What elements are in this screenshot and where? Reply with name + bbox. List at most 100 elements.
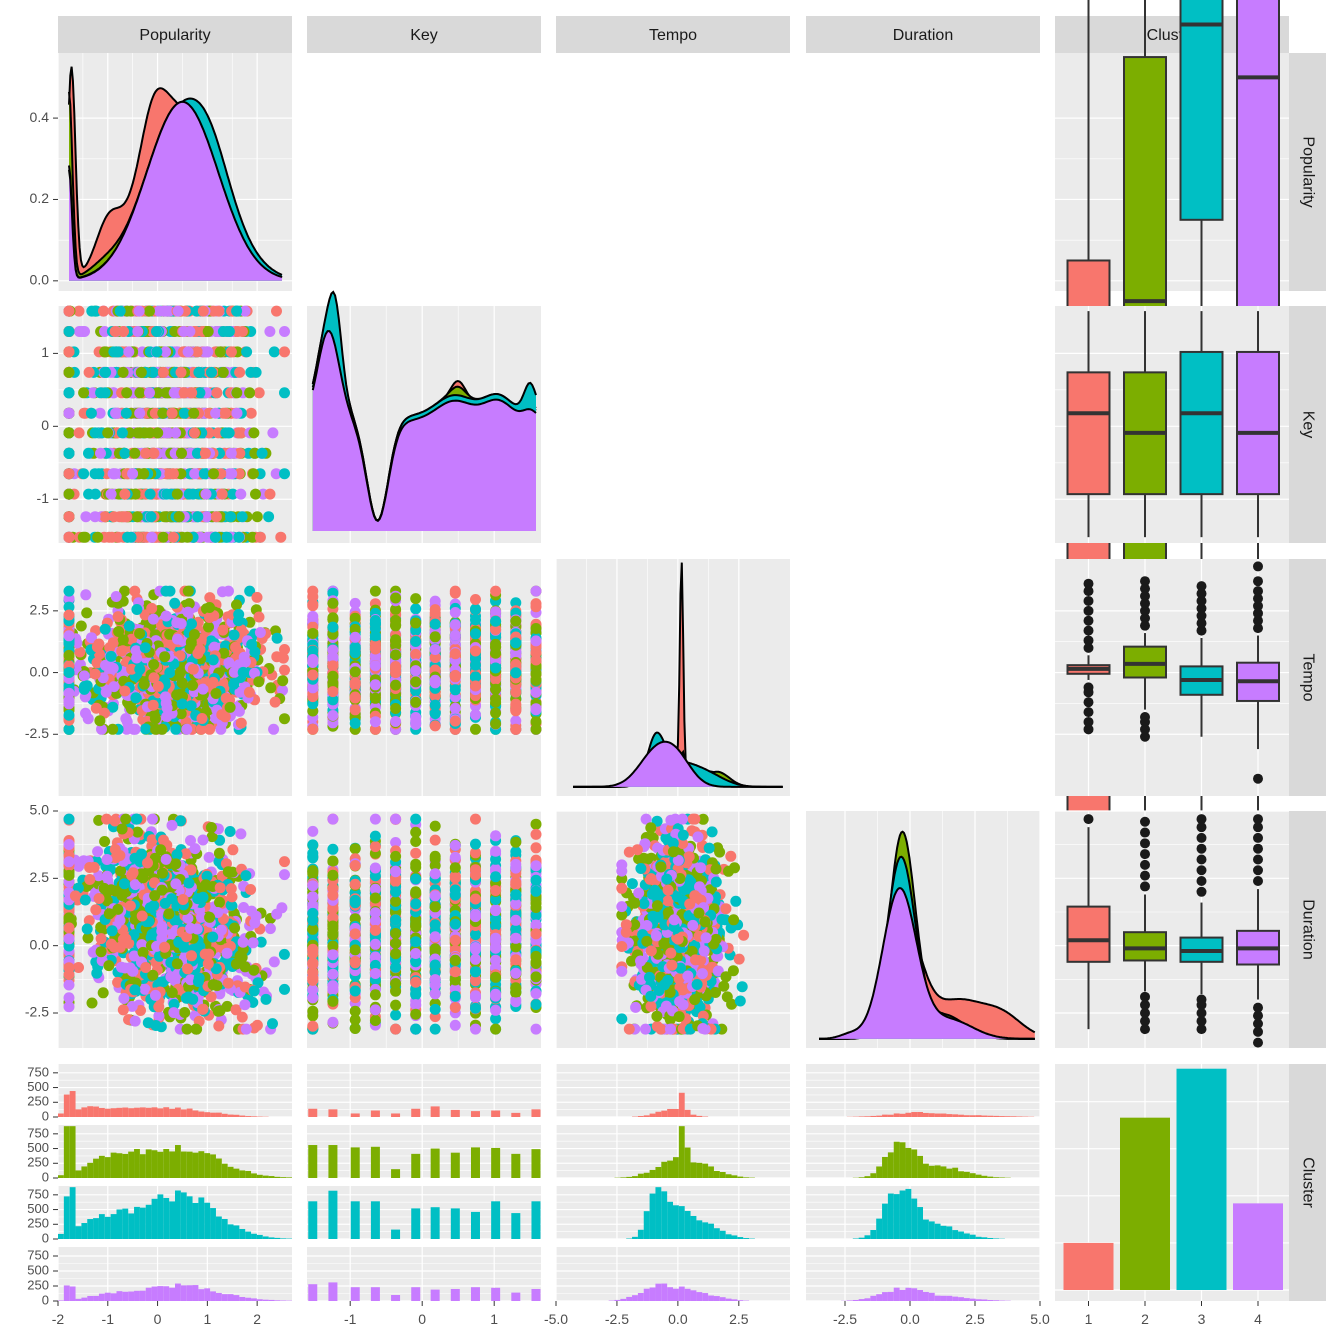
scatter-point [138,468,150,480]
scatter-point [132,427,144,439]
scatter-point [227,844,239,856]
outlier-point [1253,773,1263,784]
scatter-point [268,346,280,358]
scatter-point [530,686,542,698]
strip-right-cluster [1289,1064,1326,1301]
scatter-point [210,688,222,699]
density-popularity [68,66,283,281]
scatter-point [63,447,75,459]
panel-background [307,559,541,796]
strip-right-key [1289,306,1326,543]
scatter-point [63,366,75,378]
box-cluster-3 [1179,350,1224,496]
scatter-point [271,632,283,644]
outlier-point [1083,625,1094,636]
scatter-point [264,488,276,500]
scatter-point [307,654,319,665]
scatter-point [225,346,237,358]
scatter-point [196,713,208,724]
scatter-point [134,387,146,399]
scatter-point [99,623,111,635]
scatter-point [349,666,361,678]
scatter-point [63,407,75,419]
scatter-point [429,644,441,655]
scatter-point [410,676,422,688]
scatter-point [530,674,542,686]
strip-label-key: Key [410,27,438,44]
scatter-point [116,427,128,439]
scatter-point [254,627,266,638]
scatter-point [110,407,122,419]
scatter-point [231,599,242,611]
scatter-point [220,407,231,419]
scatter-point [369,716,381,728]
scatter-point [185,700,197,712]
scatter-point [78,468,90,480]
scatter-point [204,602,215,613]
scatter-point [449,684,461,696]
scatter-point [134,628,146,639]
scatter-point [181,531,193,543]
scatter-point [279,326,290,337]
scatter-point [182,585,194,597]
scatter-point [390,634,402,646]
scatter-point [114,305,126,317]
scatter-point [170,427,182,439]
scatter-point [256,447,268,459]
scatter-point [204,592,216,604]
scatter-point [390,703,402,714]
scatter-point [106,531,118,543]
scatter-point [510,704,522,716]
scatter-point [327,651,339,662]
scatter-point [182,606,194,618]
scatter-point [185,636,197,648]
scatter-point [167,468,179,480]
scatter-point [327,670,339,682]
scatter-point [200,488,212,500]
scatter-point [175,366,187,378]
scatter-point [369,643,381,655]
scatter-point [271,305,282,317]
scatter-point [429,720,441,732]
scatter-point [76,326,88,337]
scatter-point [192,511,204,523]
scatter-point [160,691,171,703]
strip-label-right-tempo: Tempo [1299,653,1316,701]
scatter-point [228,678,240,690]
scatter-point [490,696,502,708]
scatter-point [102,427,114,439]
scatter-point [170,723,182,735]
scatter-point [307,628,319,639]
scatter-point [275,531,287,543]
scatter-point [207,654,219,666]
scatter-point [253,387,265,399]
scatter-point [63,305,75,317]
scatter-point [183,488,195,500]
scatter-point [349,643,361,655]
scatter-point [234,366,246,378]
scatter-point [172,305,184,317]
scatter-point [63,687,75,699]
scatter-point [250,366,262,378]
scatter-point [369,660,381,672]
strip-label-right-key: Key [1299,411,1316,439]
outlier-point [1083,595,1094,606]
scatter-point [131,604,143,615]
scatter-point [268,723,280,735]
scatter-point [209,531,221,543]
scatter-point [449,587,461,599]
scatter-popularity-vs-key [63,305,290,543]
scatter-point [214,346,226,358]
scatter-point [470,659,481,671]
scatter-point [470,709,481,721]
scatter-point [206,366,217,378]
scatter-point [119,447,131,459]
strip-label-tempo: Tempo [649,27,697,44]
scatter-point [390,614,402,626]
scatter-point [212,427,224,439]
scatter-point [236,511,248,523]
scatter-point [349,597,361,609]
scatter-point [277,652,289,664]
scatter-point [202,346,214,358]
strip-right-popularity [1289,53,1326,291]
